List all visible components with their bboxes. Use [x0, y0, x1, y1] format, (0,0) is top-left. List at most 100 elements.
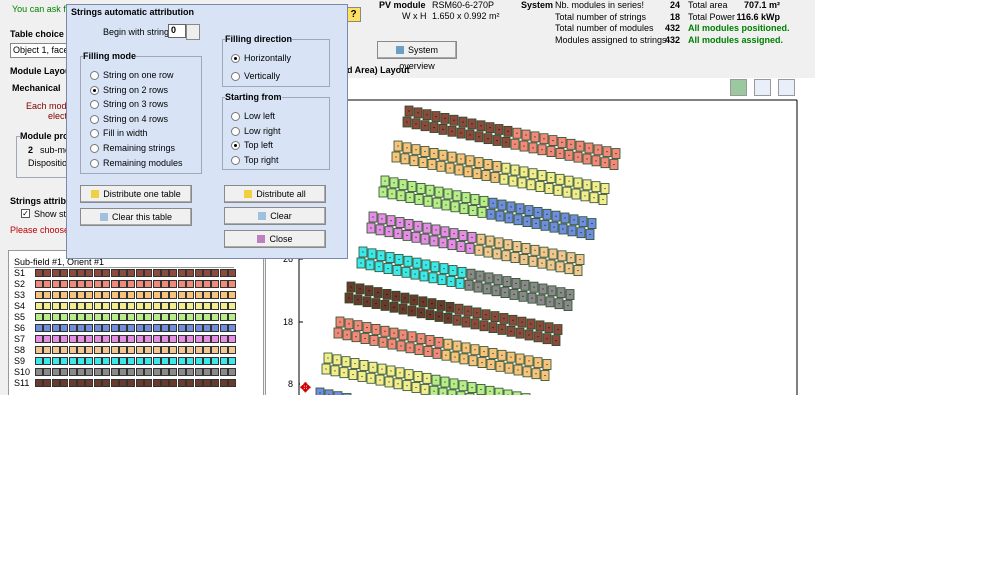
radio-button[interactable]: [90, 129, 99, 139]
legend-module: [186, 346, 195, 354]
module-dot: [532, 173, 534, 175]
legend-module: [102, 324, 111, 332]
module-dot: [375, 328, 377, 330]
module-dot: [397, 145, 399, 147]
module-dot: [523, 258, 525, 260]
radio-label: String on 4 rows: [103, 113, 169, 124]
legend-module: [110, 379, 119, 387]
pv-module: [333, 391, 343, 395]
distribute-all-button[interactable]: Distribute all: [224, 185, 326, 203]
module-dot: [550, 264, 552, 266]
dialog-title: Strings automatic attribution: [71, 7, 195, 17]
legend-module: [135, 346, 144, 354]
module-dot: [570, 257, 572, 259]
checkbox[interactable]: ✓: [21, 209, 30, 218]
radio-button[interactable]: [90, 158, 99, 168]
module-dot: [495, 290, 497, 292]
module-dot: [368, 290, 370, 292]
module-dot: [557, 189, 559, 191]
section-label: Strings attribu: [10, 196, 72, 206]
pv-module: [438, 387, 448, 395]
module-dot: [498, 242, 500, 244]
radio-button[interactable]: [231, 155, 240, 165]
module-dot: [426, 377, 428, 379]
radio-button[interactable]: [231, 72, 240, 81]
legend-module: [77, 324, 85, 332]
module-dot: [548, 187, 550, 189]
legend-module: [169, 324, 178, 332]
overview-button[interactable]: System overview: [377, 41, 457, 71]
radio-button[interactable]: [231, 54, 240, 63]
module-dot: [501, 204, 503, 206]
legend-module: [228, 379, 237, 387]
module-dot: [523, 145, 525, 147]
module-dot: [409, 347, 411, 349]
close-button[interactable]: Close: [224, 230, 326, 248]
help-button[interactable]: ?: [346, 7, 361, 22]
radio-button[interactable]: [90, 71, 99, 80]
distribute-one-button[interactable]: Distribute one table: [80, 185, 192, 203]
legend-module: [110, 313, 119, 321]
radio-button[interactable]: [90, 85, 99, 95]
legend-module: [186, 280, 195, 288]
module-dot: [343, 372, 345, 374]
label: System: [521, 0, 554, 10]
zoom-button[interactable]: [730, 79, 747, 96]
spin-box[interactable]: 0: [168, 24, 186, 38]
module-dot: [397, 233, 399, 235]
legend-module: [135, 379, 144, 387]
legend-module: [60, 291, 69, 299]
module-dot: [325, 368, 327, 370]
radio-button[interactable]: [231, 126, 240, 136]
module-dot: [497, 279, 499, 281]
clear-button[interactable]: Clear: [224, 207, 326, 225]
module-dot: [516, 246, 518, 248]
radio-button[interactable]: [231, 141, 240, 151]
module-dot: [471, 123, 473, 125]
module-dot: [462, 385, 464, 387]
module-dot: [433, 240, 435, 242]
module-dot: [566, 191, 568, 193]
legend-module: [161, 302, 169, 310]
group-box: [80, 56, 202, 174]
legend-module: [51, 313, 60, 321]
module-dot: [577, 182, 579, 184]
module-dot: [337, 332, 339, 334]
legend-module: [119, 269, 127, 277]
module-dot: [378, 266, 380, 268]
module-dot: [339, 321, 341, 323]
legend-module: [110, 357, 119, 365]
radio-button[interactable]: [231, 112, 240, 121]
spin-arrows[interactable]: [186, 24, 200, 40]
module-dot: [375, 303, 377, 305]
radio-button[interactable]: [90, 114, 99, 124]
legend-module: [161, 324, 169, 332]
legend-module: [51, 346, 60, 354]
legend-module: [186, 313, 195, 321]
module-dot: [604, 162, 606, 164]
module-dot: [366, 301, 368, 303]
module-dot: [561, 141, 563, 143]
module-dot: [507, 244, 509, 246]
zoom-button[interactable]: [754, 79, 771, 96]
legend-module: [161, 379, 169, 387]
module-dot: [548, 327, 550, 329]
radio-button[interactable]: [90, 100, 99, 110]
module-dot: [561, 255, 563, 257]
module-dot: [408, 110, 410, 112]
legend-module: [194, 324, 203, 332]
legend-module: [186, 357, 195, 365]
zoom-button[interactable]: [778, 79, 795, 96]
module-dot: [506, 281, 508, 283]
legend-module: [35, 291, 43, 299]
module-dot: [597, 149, 599, 151]
radio-label: Fill in width: [103, 128, 148, 139]
clear-table-button[interactable]: Clear this table: [80, 208, 192, 226]
label: Total area: [688, 0, 728, 10]
module-dot: [429, 189, 431, 191]
legend-module: [144, 280, 153, 288]
legend-module: [219, 313, 228, 321]
legend-module: [35, 335, 43, 343]
radio-button[interactable]: [90, 144, 99, 153]
legend-module: [127, 269, 136, 277]
